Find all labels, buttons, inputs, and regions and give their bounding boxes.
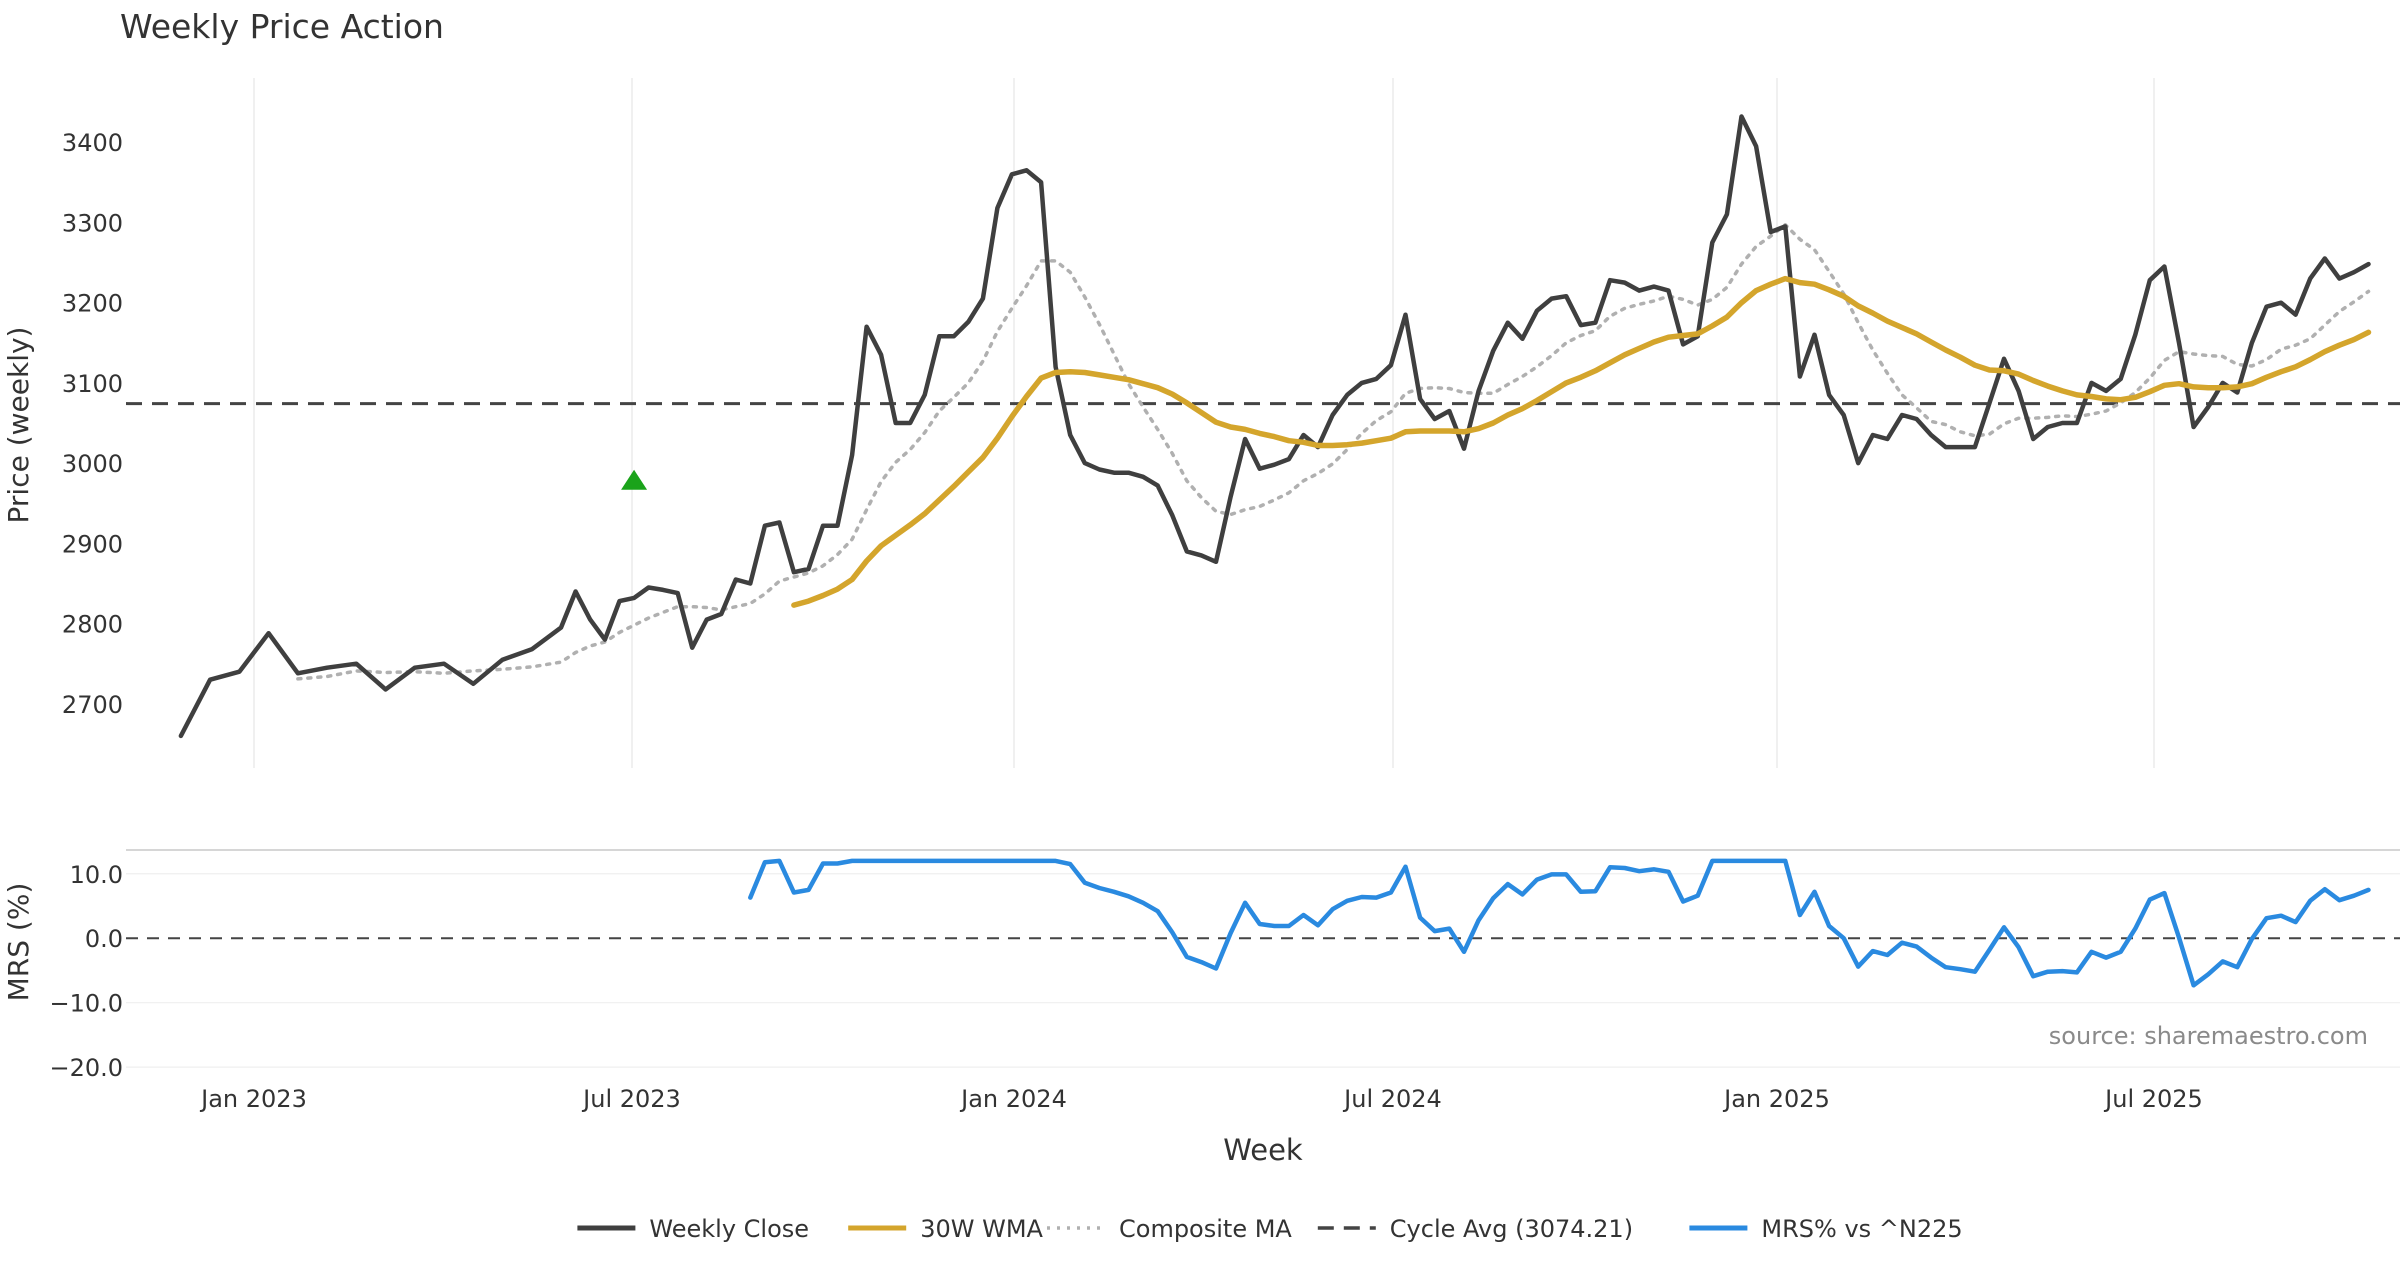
price-y-tick-label: 3100 xyxy=(62,370,123,398)
reference-lines xyxy=(126,402,2400,940)
x-axis-label: Week xyxy=(1223,1133,1303,1167)
price-y-tick-label: 2800 xyxy=(62,611,123,639)
x-tick-label: Jul 2024 xyxy=(1342,1085,1442,1113)
price-y-axis-label: Price (weekly) xyxy=(2,327,35,524)
price-y-tick-label: 3300 xyxy=(62,209,123,237)
wma-30w-line xyxy=(791,275,2372,608)
x-tick-label: Jul 2025 xyxy=(2103,1085,2203,1113)
legend-item: Weekly Close xyxy=(577,1215,809,1243)
price-y-tick-label: 3200 xyxy=(62,290,123,318)
mrs-y-tick-label: 0.0 xyxy=(85,925,123,953)
source-annotation: source: sharemaestro.com xyxy=(2049,1022,2368,1050)
mrs-y-tick-label: 10.0 xyxy=(70,861,123,889)
mrs-y-tick-label: −20.0 xyxy=(49,1054,123,1082)
mrs-line xyxy=(748,858,2371,988)
legend-label: Composite MA xyxy=(1119,1215,1292,1243)
price-y-tick-label: 2700 xyxy=(62,691,123,719)
axis-ticks: Jan 2023 Jul 2023 Jan 2024 Jul 2024 Jan 2025… xyxy=(49,129,2202,1113)
mrs-y-tick-label: −10.0 xyxy=(49,990,123,1018)
x-tick-label: Jan 2025 xyxy=(1722,1085,1830,1113)
signal-markers xyxy=(621,469,648,490)
weekly-close-line xyxy=(178,114,2371,739)
gridlines xyxy=(126,78,2400,1068)
legend-label: MRS% vs ^N225 xyxy=(1761,1215,1962,1243)
data-series xyxy=(178,114,2372,988)
legend-label: Weekly Close xyxy=(649,1215,809,1243)
legend-item: Cycle Avg (3074.21) xyxy=(1317,1215,1633,1243)
legend-item: 30W WMA xyxy=(848,1215,1044,1243)
x-tick-label: Jan 2024 xyxy=(959,1085,1067,1113)
price-y-tick-label: 3400 xyxy=(62,129,123,157)
legend: Weekly Close 30W WMA Composite MA Cycle Avg… xyxy=(577,1215,1963,1243)
legend-item: MRS% vs ^N225 xyxy=(1689,1215,1963,1243)
buy-signal-marker xyxy=(621,469,648,490)
chart-title: Weekly Price Action xyxy=(120,7,444,46)
mrs-y-axis-label: MRS (%) xyxy=(2,883,35,1002)
legend-label: 30W WMA xyxy=(920,1215,1043,1243)
legend-item: Composite MA xyxy=(1047,1215,1292,1243)
x-tick-label: Jul 2023 xyxy=(581,1085,681,1113)
legend-label: Cycle Avg (3074.21) xyxy=(1390,1215,1633,1243)
x-tick-label: Jan 2023 xyxy=(199,1085,307,1113)
price-y-tick-label: 2900 xyxy=(62,530,123,558)
price-y-tick-label: 3000 xyxy=(62,450,123,478)
composite-ma-line xyxy=(296,223,2371,681)
